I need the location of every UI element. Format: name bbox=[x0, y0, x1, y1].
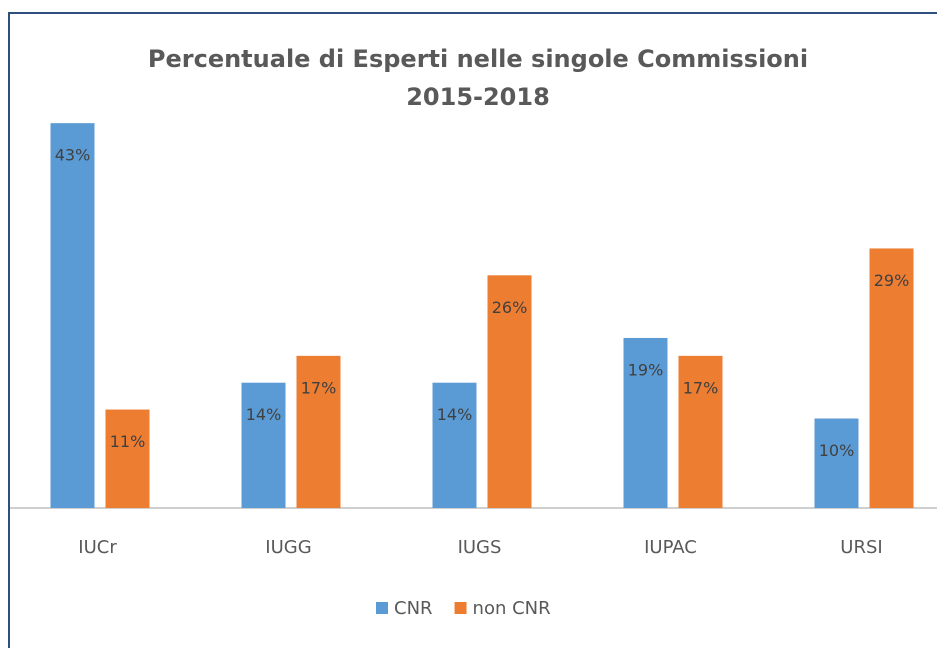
bar bbox=[869, 248, 914, 508]
x-tick-label: IUGG bbox=[265, 537, 311, 558]
bar bbox=[814, 418, 859, 508]
data-label: 19% bbox=[628, 360, 664, 379]
data-label: 14% bbox=[437, 405, 473, 424]
bar bbox=[105, 409, 150, 508]
bar bbox=[487, 275, 532, 508]
bar bbox=[241, 382, 286, 508]
x-tick-label: IUCr bbox=[78, 537, 117, 558]
legend-label: CNR bbox=[394, 598, 433, 619]
data-label: 43% bbox=[55, 146, 91, 165]
data-label: 11% bbox=[110, 432, 146, 451]
x-tick-label: IUGS bbox=[458, 537, 502, 558]
data-label: 26% bbox=[492, 298, 528, 317]
legend-swatch bbox=[376, 602, 388, 614]
data-label: 29% bbox=[874, 271, 910, 290]
bar bbox=[296, 355, 341, 508]
chart-subtitle: 2015-2018 bbox=[406, 83, 550, 111]
chart-title: Percentuale di Esperti nelle singole Com… bbox=[148, 45, 808, 73]
data-label: 14% bbox=[246, 405, 282, 424]
legend-swatch bbox=[454, 602, 467, 614]
bar bbox=[432, 382, 477, 508]
bar bbox=[623, 337, 668, 508]
data-label: 10% bbox=[819, 441, 855, 460]
legend-label: non CNR bbox=[473, 598, 551, 619]
bar bbox=[50, 123, 95, 509]
data-label: 17% bbox=[683, 378, 719, 397]
bar bbox=[678, 355, 723, 508]
data-label: 17% bbox=[301, 378, 337, 397]
x-tick-label: URSI bbox=[840, 537, 882, 558]
frame bbox=[8, 12, 937, 648]
x-tick-label: IUPAC bbox=[644, 537, 697, 558]
